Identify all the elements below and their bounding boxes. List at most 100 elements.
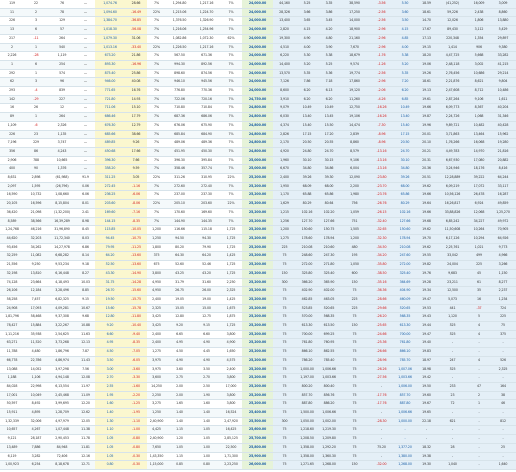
put-volume-cell: -: [437, 374, 468, 382]
put-bid-qty-cell: 6,220: [273, 52, 296, 60]
call-ask-qty-cell: 7%: [228, 209, 234, 214]
call-bid-cell: 396.30: [174, 157, 185, 162]
put-volume-cell: 220,348: [437, 34, 468, 43]
put-chng-cell: -26.76: [369, 200, 394, 208]
call-bid-qty-cell: 7%: [154, 122, 159, 127]
put-ltp-cell: 1,007.06: [394, 365, 416, 374]
table-row: 13,489 7,886 84,948 11.81 1.05 -0.80 7,650 1.05…: [0, 443, 516, 453]
put-iv-cell: 17.67: [416, 26, 437, 34]
call-bid-cell: 4.90: [176, 357, 183, 362]
put-ask-qty-cell: 195: [340, 252, 369, 261]
put-chng-cell: -28.30: [369, 417, 394, 426]
call-oi-cell: 13,489: [6, 444, 18, 449]
put-ltp-cell: 34.80: [394, 165, 416, 174]
put-chng-cell: -23.70: [369, 182, 394, 191]
call-chng-cell: -6.05: [125, 356, 147, 365]
call-bid-cell: 946.10: [174, 79, 185, 84]
call-chng-oi-cell: 14,052: [30, 366, 42, 371]
call-ltp-cell: 450.68: [95, 147, 125, 156]
put-bid-cell: 325.80: [296, 269, 318, 278]
put-oi-cell: 1,25,270: [490, 208, 516, 217]
put-ltp-cell: 7.20: [394, 78, 416, 87]
table-row: 226 23 1,135 — 685.66 38.66 7% 685.84 684.90 7% 24…: [0, 130, 516, 140]
call-ask-cell: 675.90: [201, 122, 212, 127]
call-chng-cell: -13.60: [125, 252, 147, 261]
put-volume-cell: 233: [437, 382, 468, 391]
put-ltp-cell: 5.20: [394, 60, 416, 69]
call-volume-cell: 4,86,974: [55, 357, 69, 362]
call-oi-cell: 9,121: [7, 436, 17, 441]
call-iv-cell: —: [83, 18, 88, 23]
strike-price-cell: 25,200.00: [242, 191, 273, 200]
call-ask-cell: 4.90: [203, 340, 210, 345]
put-volume-cell: 5,073: [437, 295, 468, 304]
call-bid-qty-cell: 7%: [154, 192, 159, 197]
put-chng-oi-cell: 10,686: [468, 69, 490, 78]
put-oi-cell: 38: [490, 391, 516, 400]
call-volume-cell: 4,18,493: [55, 279, 69, 284]
put-chng-cell: -: [369, 382, 394, 391]
put-iv-cell: 19.47: [416, 295, 437, 304]
put-chng-oi-cell: 47: [468, 382, 490, 391]
table-row: 32,259 11,082 6,68,282 8.14 64.20 -13.60 375 64…: [0, 252, 516, 262]
call-ask-qty-cell: 1,71,300: [224, 453, 238, 458]
put-bid-qty-cell: 75: [273, 287, 296, 295]
call-iv-cell: —: [83, 35, 88, 40]
put-ask-qty-cell: 75: [340, 391, 369, 400]
call-bid-qty-cell: 2,40,900: [149, 436, 164, 441]
put-chng-oi-cell: 12,068: [468, 208, 490, 217]
put-volume-cell: -: [437, 409, 468, 417]
call-iv-cell: —: [83, 88, 88, 93]
call-bid-qty-cell: 3,600: [152, 375, 161, 380]
call-bid-qty-cell: 2,400: [152, 331, 161, 336]
call-volume-cell: 4,94,148: [55, 375, 69, 380]
put-ask-cell: 4.20: [318, 26, 340, 34]
call-ask-qty-cell: 3,800: [226, 392, 236, 397]
call-chng-cell: 9.26: [125, 139, 147, 147]
put-bid-qty-cell: 75: [273, 348, 296, 356]
put-volume-cell: 6,17,126: [437, 235, 468, 243]
call-iv-cell: 8.98: [82, 218, 89, 223]
call-chng-cell: 17.66: [125, 147, 147, 156]
put-ask-qty-cell: 75: [340, 382, 369, 391]
table-row: 15,911 4,895 1,28,709 12.62 1.40 -1.95 1,250 1.…: [0, 409, 516, 418]
table-row: 20,105 16,596 8,15,804 8.01 203.60 -8.06 22% 20…: [0, 200, 516, 209]
call-oi-cell: 17,001: [6, 392, 18, 397]
call-ask-qty-cell: 7%: [228, 166, 234, 171]
strike-price-cell: 25,200.00: [242, 374, 273, 382]
put-iv-cell: 19.64: [416, 200, 437, 208]
call-volume-cell: 4,97,979: [55, 418, 69, 423]
call-chng-cell: -15.60: [125, 287, 147, 295]
put-chng-oi-cell: -: [468, 417, 490, 426]
call-volume-cell: 2,54,625: [55, 331, 69, 336]
call-bid-qty-cell: 4,950: [152, 288, 161, 293]
put-bid-qty-cell: 9,079: [273, 104, 296, 113]
put-chng-oi-cell: -: [468, 365, 490, 374]
call-ltp-cell: 676.30: [95, 121, 125, 130]
call-volume-cell: 3,99,695: [55, 401, 69, 406]
put-chng-oi-cell: 39,222: [468, 174, 490, 182]
call-bid-cell: 1,215.06: [172, 9, 187, 14]
call-ltp-cell: 4.95: [95, 339, 125, 348]
call-ask-cell: 1,217.16: [199, 44, 214, 49]
call-ltp-cell: 115.85: [95, 226, 125, 234]
strike-price-cell: 24,750.00: [242, 95, 273, 104]
call-chng-oi-cell: 1,106: [31, 375, 41, 380]
call-volume-cell: (61,988): [55, 175, 69, 180]
put-iv-cell: 19.28: [416, 278, 437, 287]
call-volume-cell: 1,135: [57, 131, 67, 136]
strike-price-cell: 24,000.00: [242, 34, 273, 43]
put-volume-cell: 1,414: [437, 43, 468, 52]
put-bid-cell: 7.86: [296, 78, 318, 87]
call-chng-oi-cell: 3: [35, 79, 37, 84]
call-chng-oi-cell: 26: [34, 105, 38, 110]
put-bid-cell: 4.00: [296, 43, 318, 52]
call-chng-oi-cell: 6,254: [31, 462, 41, 467]
put-bid-cell: 248.60: [296, 252, 318, 261]
put-ask-cell: 5.36: [318, 69, 340, 78]
call-chng-cell: 7.66: [125, 156, 147, 165]
call-bid-qty-cell: 7%: [154, 157, 159, 162]
put-ask-qty-cell: 75: [340, 435, 369, 443]
put-ask-cell: 3.35: [318, 0, 340, 8]
call-iv-cell: 8.85: [82, 288, 89, 293]
